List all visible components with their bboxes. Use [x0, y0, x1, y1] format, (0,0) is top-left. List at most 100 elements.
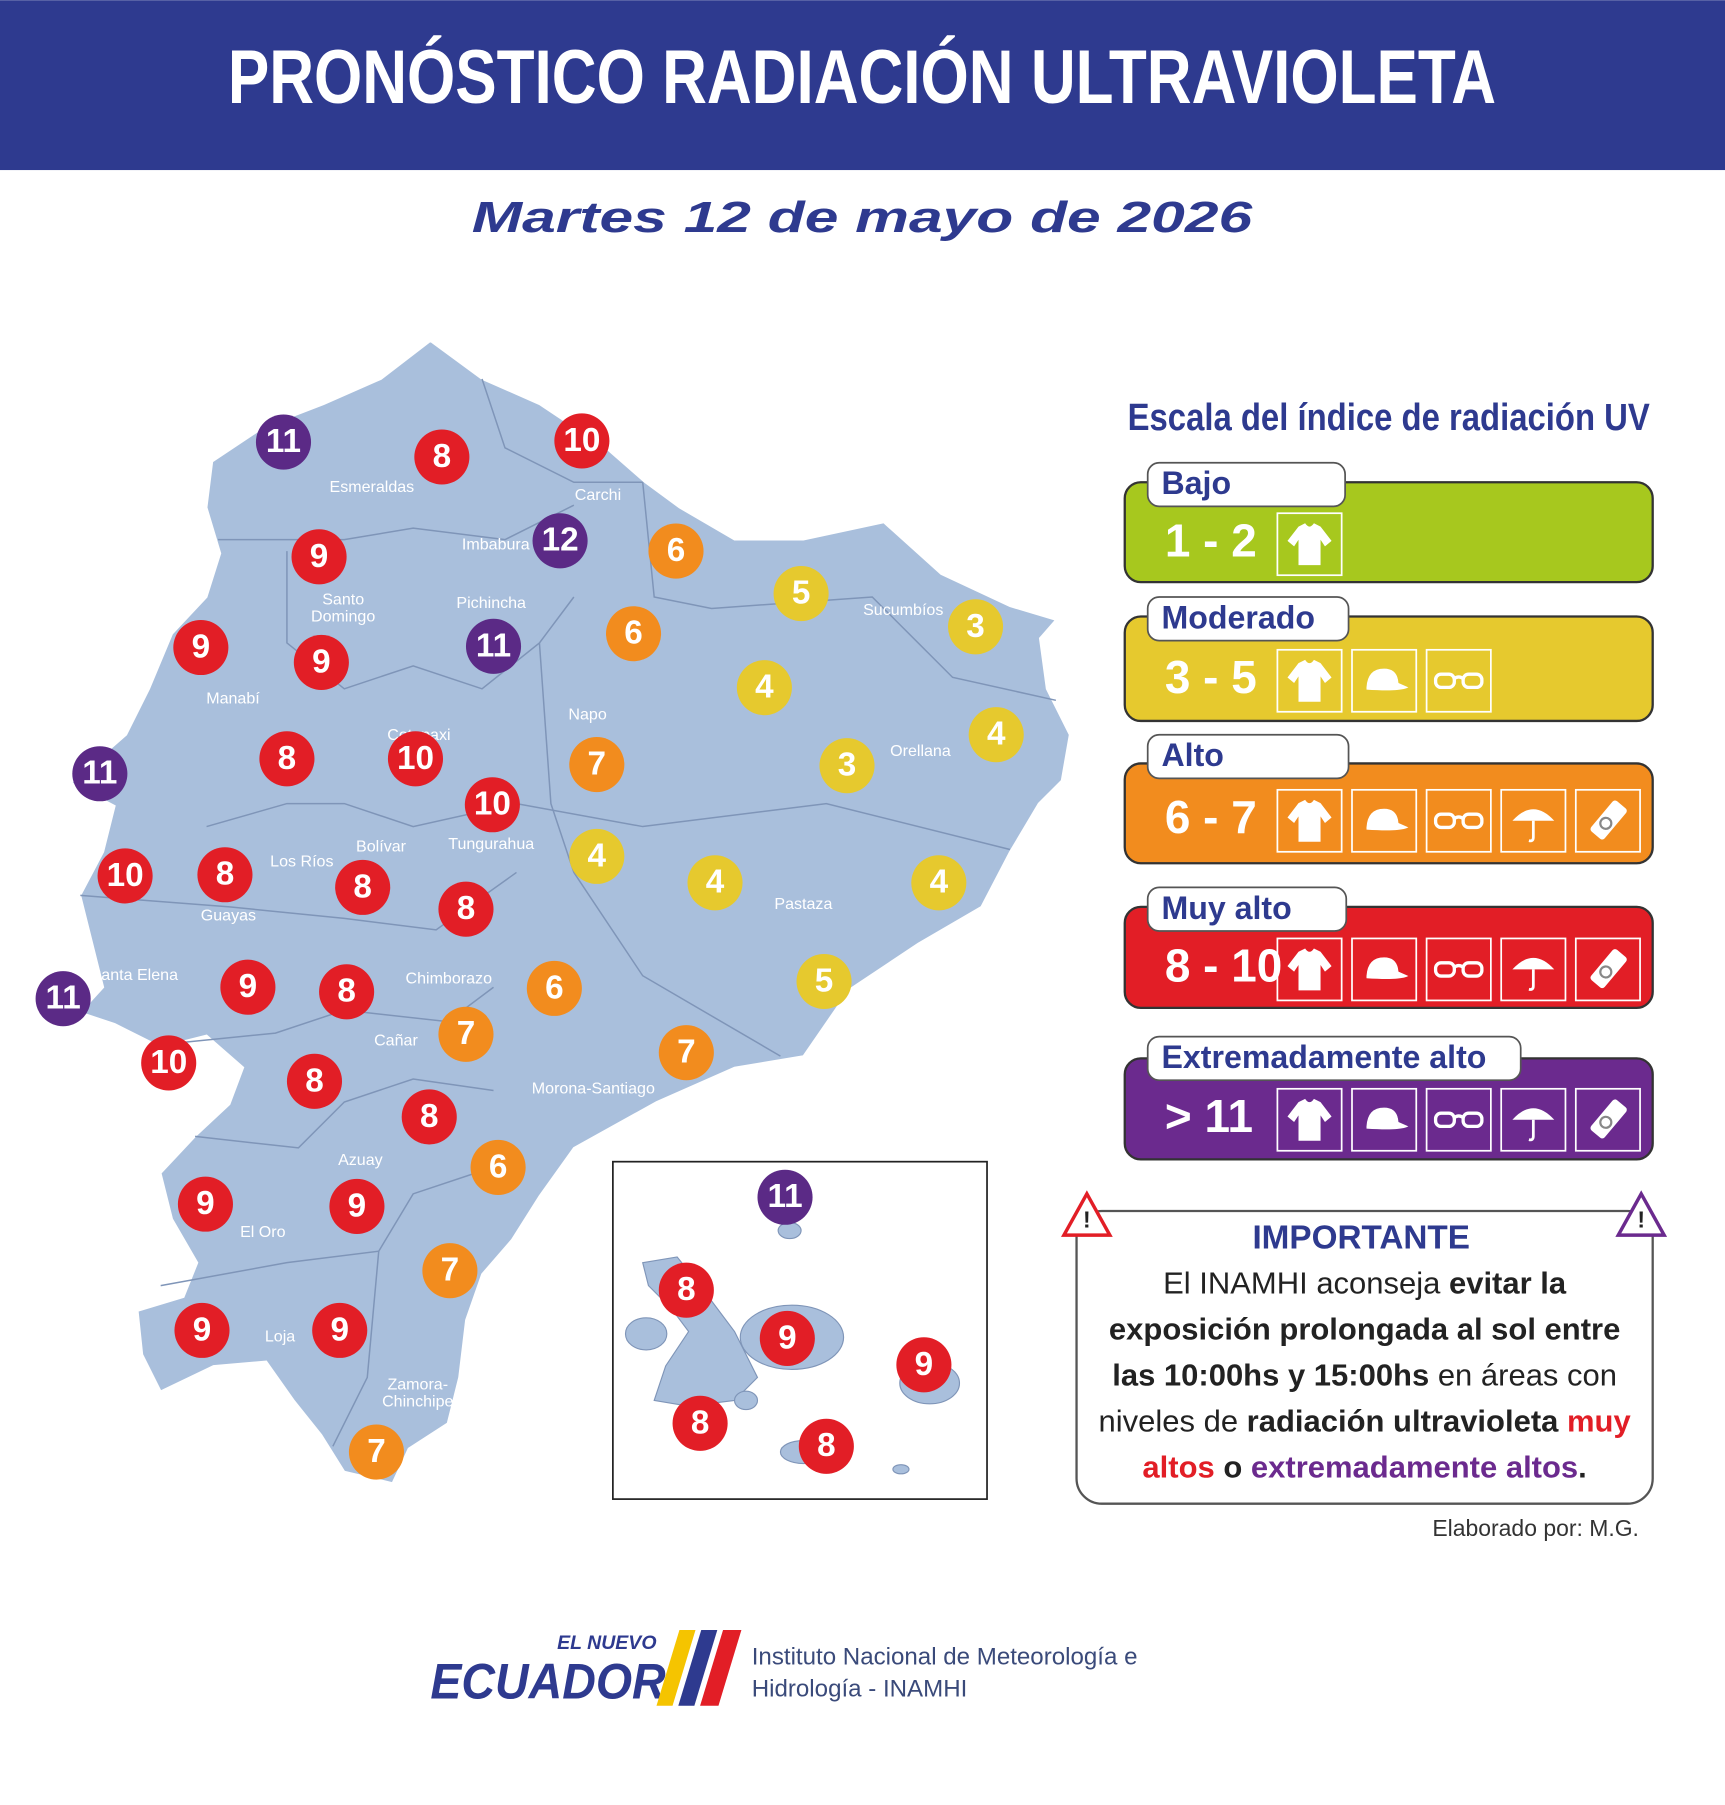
uv-marker: [464, 777, 520, 833]
level-box: [1123, 905, 1654, 1010]
institute-line: Instituto Nacional de Meteorología e: [752, 1643, 1138, 1670]
icon-frame: [1500, 937, 1567, 1002]
icon-frame: [1425, 937, 1492, 1002]
level-name: Muy alto: [1161, 890, 1291, 926]
warning-icon: !: [1615, 1190, 1668, 1237]
icon-frame: [1500, 1087, 1567, 1152]
brand-logo: EL NUEVO ECUADOR: [430, 1629, 742, 1709]
uv-value: 8: [420, 1098, 439, 1135]
level-tab: [1146, 886, 1348, 932]
uv-marker: [293, 634, 349, 690]
uv-marker: [773, 566, 829, 622]
uv-value: 6: [545, 969, 564, 1006]
warning-icon: !: [1060, 1190, 1113, 1237]
province-label: Napo: [568, 705, 606, 723]
province-label: Carchi: [575, 486, 621, 504]
level-range: 8 - 10: [1165, 940, 1282, 992]
uv-marker: [648, 523, 704, 579]
uv-marker: [759, 1310, 815, 1366]
uv-marker: [35, 971, 91, 1027]
uv-value: 10: [474, 786, 511, 823]
uv-value: 5: [792, 575, 811, 612]
uv-marker: [220, 959, 276, 1015]
uv-value: 11: [46, 980, 81, 1017]
province-label: Manabí: [206, 689, 260, 707]
level-range: 1 - 2: [1165, 514, 1257, 566]
uv-value: 4: [588, 837, 607, 874]
province-label: Imbabura: [462, 536, 530, 554]
uv-value: 4: [987, 716, 1006, 753]
uv-marker: [438, 1006, 494, 1062]
icon-frame: [1351, 788, 1418, 853]
uv-marker: [757, 1169, 813, 1225]
uv-value: 7: [588, 746, 607, 783]
level-tab: [1146, 1035, 1522, 1082]
uv-value: 7: [677, 1034, 696, 1071]
uv-marker: [255, 414, 312, 470]
icon-frame: [1276, 937, 1343, 1002]
uv-value: 11: [266, 423, 301, 460]
uv-value: 4: [706, 864, 725, 901]
uv-marker: [554, 413, 610, 469]
uv-marker: [174, 1302, 230, 1358]
svg-text:!: !: [1083, 1206, 1091, 1232]
uv-marker: [532, 513, 588, 569]
uv-marker: [968, 707, 1024, 763]
uv-marker: [141, 1035, 197, 1091]
uv-value: 8: [305, 1062, 324, 1099]
uv-value: 7: [457, 1015, 476, 1052]
uv-value: 9: [196, 1185, 215, 1222]
uv-marker: [798, 1418, 854, 1474]
uv-marker: [348, 1424, 404, 1480]
uv-marker: [97, 848, 153, 904]
uv-marker: [422, 1243, 478, 1299]
uv-value: 8: [691, 1404, 710, 1441]
uv-marker: [569, 828, 625, 884]
province-label: Los Ríos: [270, 852, 333, 870]
uv-value: 9: [312, 643, 331, 680]
icon-frame: [1425, 1087, 1492, 1152]
notice-segment: muy altos: [1142, 1403, 1640, 1485]
uv-value: 8: [216, 856, 235, 893]
level-tab: [1146, 733, 1350, 780]
uv-value: 9: [193, 1311, 212, 1348]
icon-frame: [1574, 1087, 1641, 1152]
icon-frame: [1574, 937, 1641, 1002]
icon-frame: [1276, 648, 1343, 713]
province-label: Sucumbíos: [863, 601, 943, 619]
uv-value: 8: [457, 890, 476, 927]
uv-marker: [335, 859, 391, 915]
uv-value: 11: [476, 627, 511, 664]
notice-title: IMPORTANTE: [1252, 1220, 1469, 1257]
uv-value: 9: [348, 1187, 367, 1224]
uv-marker: [414, 429, 470, 485]
province-label: Pastaza: [774, 895, 832, 913]
province-label: Cañar: [374, 1031, 418, 1049]
uv-value: 6: [489, 1148, 508, 1185]
uv-value: 6: [624, 615, 643, 652]
svg-text:!: !: [1637, 1206, 1645, 1232]
icon-frame: [1351, 648, 1418, 713]
province-label: Esmeraldas: [329, 478, 414, 496]
uv-marker: [687, 855, 743, 911]
uv-value: 5: [815, 962, 834, 999]
uv-marker: [438, 881, 494, 937]
uv-marker: [658, 1025, 714, 1081]
uv-marker: [896, 1337, 952, 1393]
uv-value: 11: [82, 755, 117, 792]
uv-marker: [911, 855, 967, 911]
uv-marker: [672, 1395, 728, 1451]
icon-frame: [1276, 788, 1343, 853]
uv-marker: [329, 1178, 385, 1234]
uv-value: 9: [310, 538, 329, 575]
province-label: Chimborazo: [405, 969, 492, 987]
uv-value: 10: [107, 857, 144, 894]
province-label: Pichincha: [456, 594, 526, 612]
uv-value: 7: [441, 1252, 460, 1289]
uv-marker: [401, 1089, 457, 1145]
uv-marker: [259, 731, 315, 787]
uv-value: 10: [563, 422, 600, 459]
uv-value: 10: [150, 1044, 187, 1081]
